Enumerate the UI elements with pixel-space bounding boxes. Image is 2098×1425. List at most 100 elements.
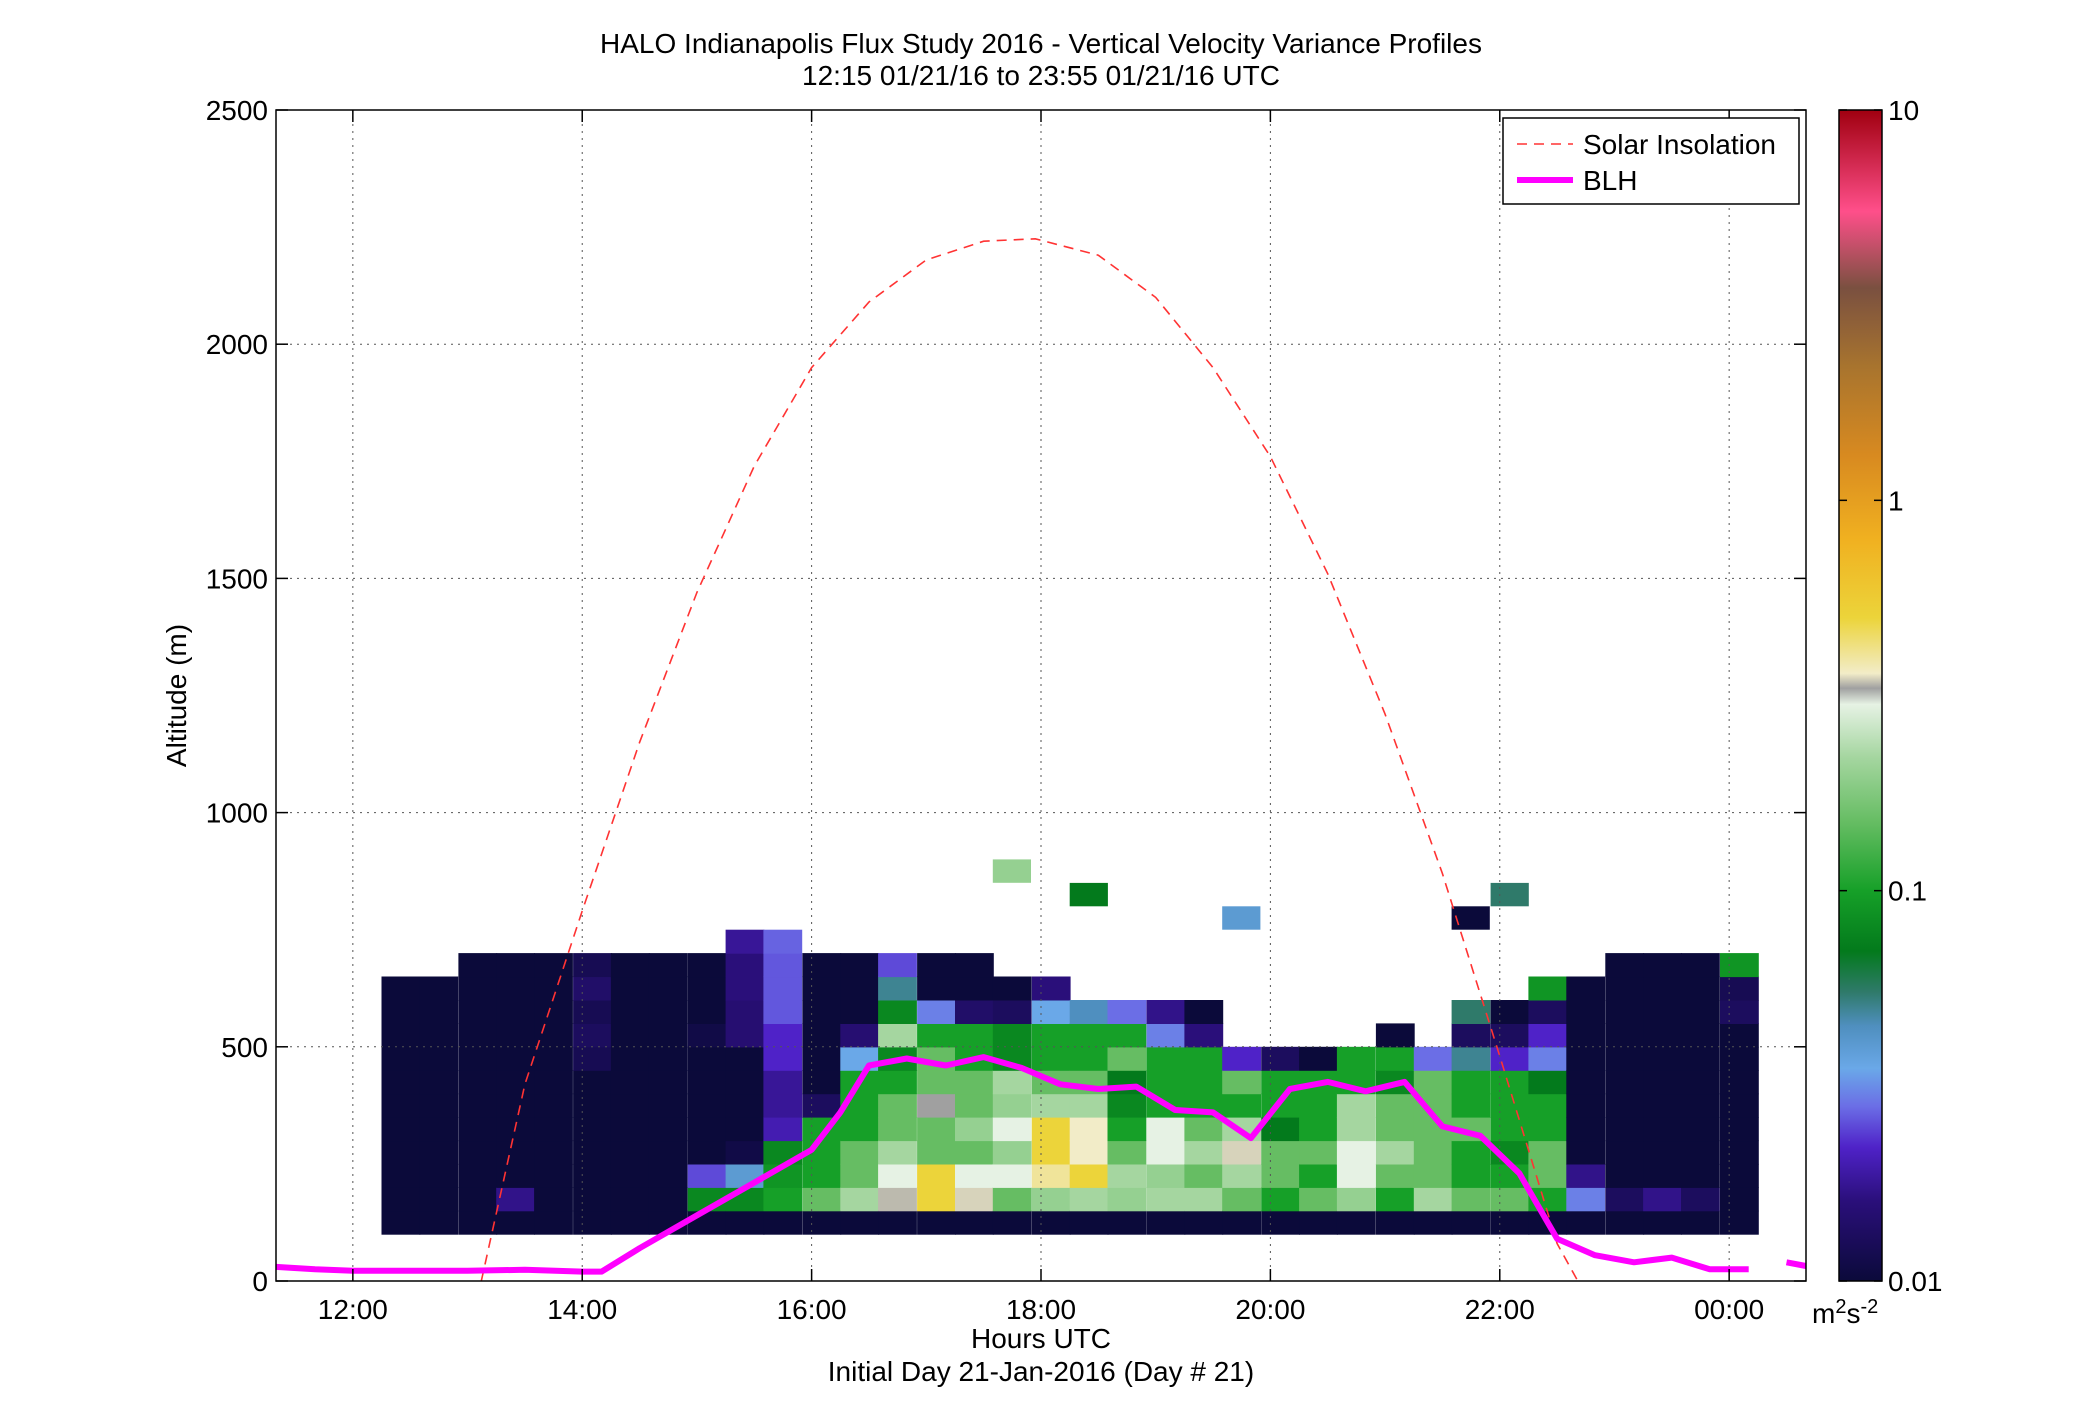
heatmap-cell xyxy=(1605,953,1645,978)
heatmap-cell xyxy=(1643,1046,1682,1071)
heatmap-cell xyxy=(1605,976,1645,1001)
grid-lines xyxy=(276,110,1806,1281)
legend-label-blh: BLH xyxy=(1583,165,1637,196)
heatmap-cell xyxy=(1490,1023,1530,1048)
heatmap-cell xyxy=(1681,1117,1720,1142)
heatmap-cell xyxy=(687,1117,727,1142)
heatmap-cell xyxy=(610,1117,650,1142)
heatmap-cell xyxy=(917,1210,956,1235)
heatmap-cell xyxy=(1107,1093,1147,1118)
heatmap-cell xyxy=(1720,1093,1759,1118)
heatmap-cell xyxy=(1107,1046,1147,1071)
heatmap-cell xyxy=(534,1070,573,1095)
heatmap-cell xyxy=(1031,1093,1071,1118)
heatmap-cell xyxy=(573,1210,612,1235)
heatmap-cell xyxy=(725,1070,765,1095)
heatmap-cell xyxy=(1184,1070,1224,1095)
heatmap-cell xyxy=(1031,1163,1071,1188)
heatmap-cell xyxy=(1681,1210,1720,1235)
heatmap-cell xyxy=(955,953,994,978)
heatmap-cell xyxy=(648,1023,688,1048)
heatmap-cell xyxy=(763,1046,803,1071)
heatmap-cell xyxy=(1566,1140,1606,1165)
heatmap-cell xyxy=(1069,1046,1109,1071)
legend-box xyxy=(1502,117,1800,205)
heatmap-cell xyxy=(648,976,688,1001)
heatmap-cell xyxy=(1375,1140,1415,1165)
heatmap-cell xyxy=(1107,1140,1147,1165)
heatmap-cell xyxy=(573,1023,612,1048)
x-axis-sublabel: Initial Day 21-Jan-2016 (Day # 21) xyxy=(828,1356,1254,1387)
heatmap-cell xyxy=(1413,1163,1453,1188)
heatmap-cell xyxy=(725,953,765,978)
heatmap-cell xyxy=(955,976,994,1001)
heatmap-cell xyxy=(381,1163,421,1188)
heatmap-cell xyxy=(763,1023,803,1048)
heatmap-cell xyxy=(1146,1070,1186,1095)
heatmap-cell xyxy=(573,1093,612,1118)
heatmap-cell xyxy=(992,1070,1032,1095)
heatmap-cell xyxy=(763,929,803,954)
heatmap-cell xyxy=(1451,1163,1491,1188)
heatmap-cell xyxy=(1681,1140,1720,1165)
heatmap-cell xyxy=(1528,1163,1568,1188)
heatmap-cell xyxy=(955,1210,994,1235)
heatmap-cell xyxy=(840,1210,880,1235)
colorbar-tick-label: 10 xyxy=(1888,95,1919,126)
heatmap-cell xyxy=(763,976,803,1001)
heatmap-cell xyxy=(648,1000,688,1024)
heatmap-cell xyxy=(725,929,765,954)
heatmap-cell xyxy=(1681,1187,1720,1212)
heatmap-cell xyxy=(648,1117,688,1142)
heatmap-cell xyxy=(1413,1140,1453,1165)
heatmap-cell xyxy=(419,1210,459,1235)
heatmap-cell xyxy=(1451,1070,1491,1095)
heatmap-cell xyxy=(610,1187,650,1212)
heatmap-cell xyxy=(534,1023,573,1048)
heatmap-cell xyxy=(1184,1023,1224,1048)
heatmap-cell xyxy=(1528,1046,1568,1071)
heatmap-cell xyxy=(687,1140,727,1165)
heatmap-cell xyxy=(1720,1023,1759,1048)
heatmap-cell xyxy=(1299,1210,1338,1235)
heatmap-cell xyxy=(1146,1140,1186,1165)
heatmap-cell xyxy=(1528,1070,1568,1095)
heatmap-cell xyxy=(840,1117,880,1142)
heatmap-cell xyxy=(458,1093,498,1118)
heatmap-cell xyxy=(1069,1093,1109,1118)
heatmap-cell xyxy=(840,1140,880,1165)
heatmap-cell xyxy=(1184,1210,1224,1235)
heatmap-cell xyxy=(573,976,612,1001)
heatmap-cell xyxy=(419,1070,459,1095)
y-axis-label: Altitude (m) xyxy=(161,624,192,767)
heatmap-cell xyxy=(610,1093,650,1118)
heatmap-cell xyxy=(1605,1046,1645,1071)
heatmap-cell xyxy=(1566,1023,1606,1048)
heatmap-cell xyxy=(763,1070,803,1095)
heatmap-cell xyxy=(1375,1117,1415,1142)
heatmap-cell xyxy=(496,1023,535,1048)
heatmap-cell xyxy=(917,1163,956,1188)
heatmap-cell xyxy=(1451,1000,1491,1024)
heatmap-cell xyxy=(1107,1023,1147,1048)
heatmap-cell xyxy=(1299,1117,1338,1142)
heatmap-cell xyxy=(1681,976,1720,1001)
heatmap-cell xyxy=(955,1070,994,1095)
heatmap-cell xyxy=(1107,1210,1147,1235)
heatmap-cell xyxy=(458,1210,498,1235)
heatmap-cell xyxy=(1720,976,1759,1001)
heatmap-cell xyxy=(725,1046,765,1071)
heatmap-cell xyxy=(534,1140,573,1165)
colorbar-unit: m2s-2 xyxy=(1812,1296,1878,1329)
heatmap-cell xyxy=(458,1046,498,1071)
heatmap-cell xyxy=(1566,1000,1606,1024)
heatmap-cell xyxy=(1375,1163,1415,1188)
heatmap-cell xyxy=(1031,1210,1071,1235)
heatmap-cell xyxy=(1490,1093,1530,1118)
heatmap-cell xyxy=(763,953,803,978)
heatmap-cell xyxy=(1261,1140,1300,1165)
heatmap-cell xyxy=(878,1163,917,1188)
heatmap-cell xyxy=(496,1046,535,1071)
heatmap-cell xyxy=(1528,1023,1568,1048)
